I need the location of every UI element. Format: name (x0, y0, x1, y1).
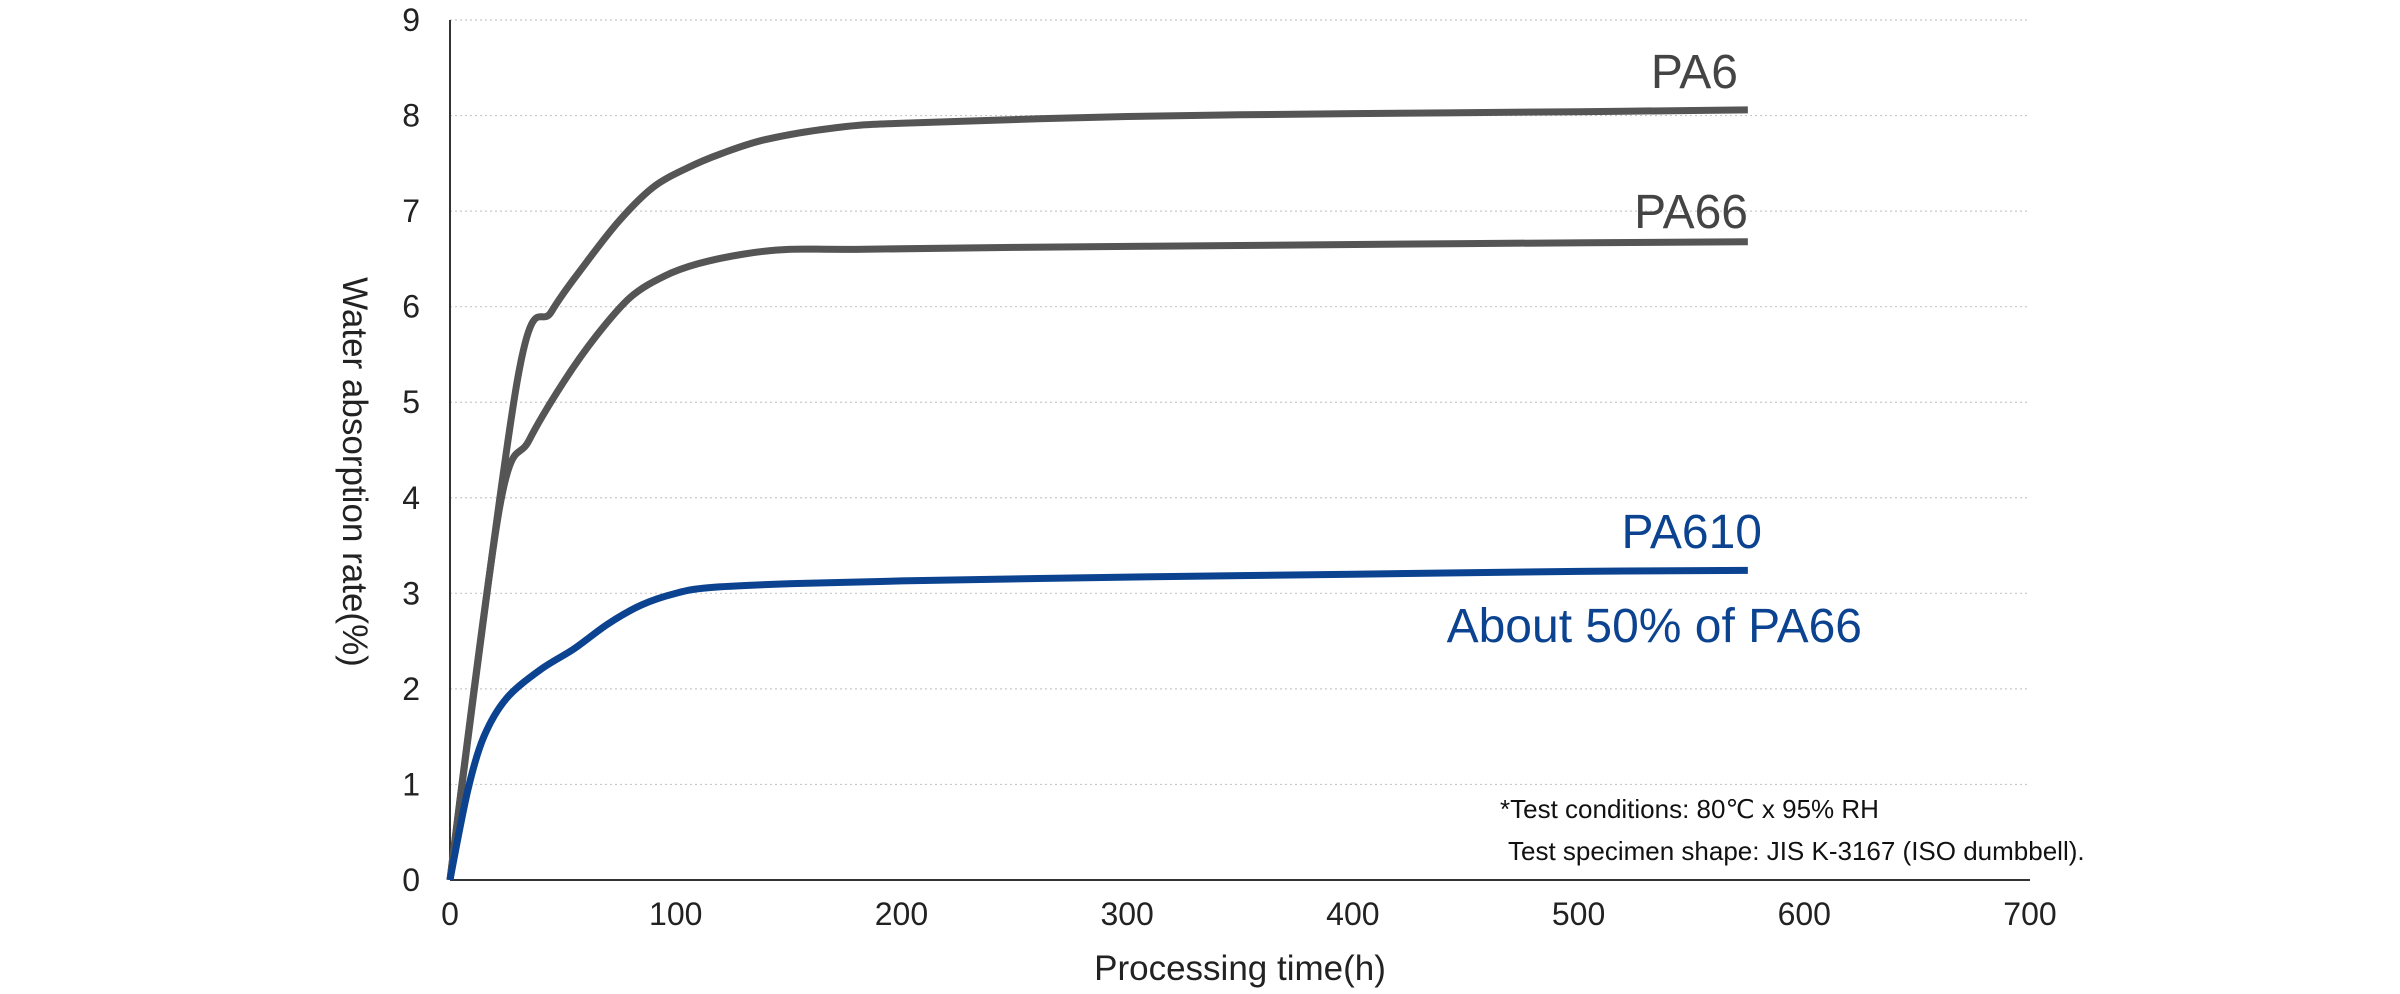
x-tick-label-700: 700 (2003, 896, 2056, 932)
x-tick-label-200: 200 (875, 896, 928, 932)
y-tick-labels: 0 1 2 3 4 5 6 7 8 9 (402, 2, 420, 898)
series-label-pa6: PA6 (1651, 46, 1738, 99)
series-line-pa6 (446, 106, 1748, 881)
y-tick-label-2: 2 (402, 671, 420, 707)
y-tick-label-3: 3 (402, 575, 420, 611)
x-tick-label-600: 600 (1778, 896, 1831, 932)
series-label-pa610: PA610 (1621, 506, 1762, 559)
series-label-pa66: PA66 (1634, 186, 1748, 239)
y-tick-label-8: 8 (402, 98, 420, 134)
x-tick-labels: 0 100 200 300 400 500 600 700 (441, 896, 2057, 932)
axes (449, 20, 2030, 881)
pa610-comparison-note: About 50% of PA66 (1447, 600, 1862, 653)
y-tick-label-9: 9 (402, 2, 420, 38)
x-axis-label: Processing time(h) (1094, 949, 1386, 988)
test-specimen-note: Test specimen shape: JIS K-3167 (ISO dum… (1508, 836, 2085, 866)
series-line-pa610 (446, 566, 1748, 881)
series-line-pa66 (446, 238, 1748, 881)
x-tick-label-400: 400 (1326, 896, 1379, 932)
y-tick-label-5: 5 (402, 384, 420, 420)
series-lines (446, 106, 1748, 881)
test-conditions-note: *Test conditions: 80℃ x 95% RH (1500, 794, 1879, 824)
y-axis-label: Water absorption rate(%) (335, 277, 374, 667)
y-tick-label-1: 1 (402, 766, 420, 802)
x-tick-label-0: 0 (441, 896, 459, 932)
x-tick-label-500: 500 (1552, 896, 1605, 932)
y-tick-label-0: 0 (402, 862, 420, 898)
y-tick-label-4: 4 (402, 480, 420, 516)
x-tick-label-100: 100 (649, 896, 702, 932)
y-tick-label-7: 7 (402, 193, 420, 229)
gridlines (450, 19, 2030, 786)
x-tick-label-300: 300 (1100, 896, 1153, 932)
y-tick-label-6: 6 (402, 289, 420, 325)
